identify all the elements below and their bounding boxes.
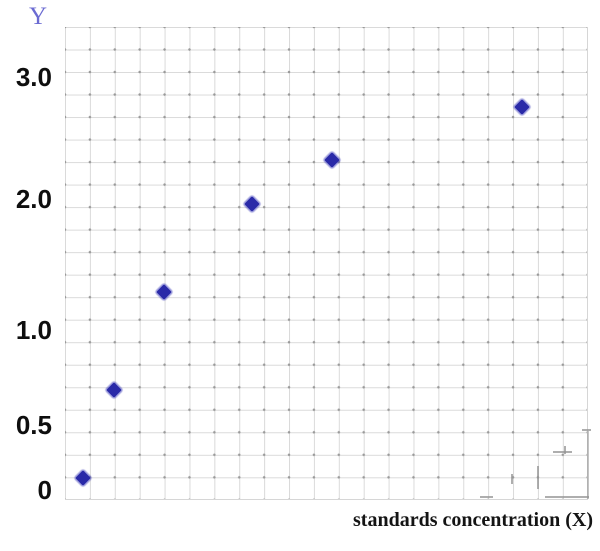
data-point-marker: [105, 382, 122, 398]
scan-artifact: [480, 496, 493, 498]
data-point-marker: [75, 469, 91, 486]
data-point-marker: [323, 152, 340, 168]
y-tick-label: 1.0: [15, 315, 52, 346]
y-tick-label: 3.0: [15, 62, 52, 93]
y-tick-label: 0: [37, 475, 52, 506]
data-point-marker: [514, 99, 530, 115]
x-axis-title: standards concentration (X): [353, 509, 593, 531]
data-point-marker: [156, 284, 173, 301]
y-axis-title: Y: [29, 3, 48, 30]
scan-artifact: [553, 451, 572, 453]
y-tick-label: 2.0: [15, 184, 52, 215]
scan-artifact: [545, 496, 589, 498]
scan-artifact: [564, 446, 566, 454]
data-point-marker: [243, 196, 260, 213]
scan-artifact: [587, 431, 589, 499]
scan-artifact: [511, 474, 513, 484]
scan-artifact: [537, 466, 539, 489]
y-tick-label: 0.5: [15, 409, 52, 440]
scan-artifact: [582, 429, 591, 431]
plot-area: [65, 27, 588, 500]
